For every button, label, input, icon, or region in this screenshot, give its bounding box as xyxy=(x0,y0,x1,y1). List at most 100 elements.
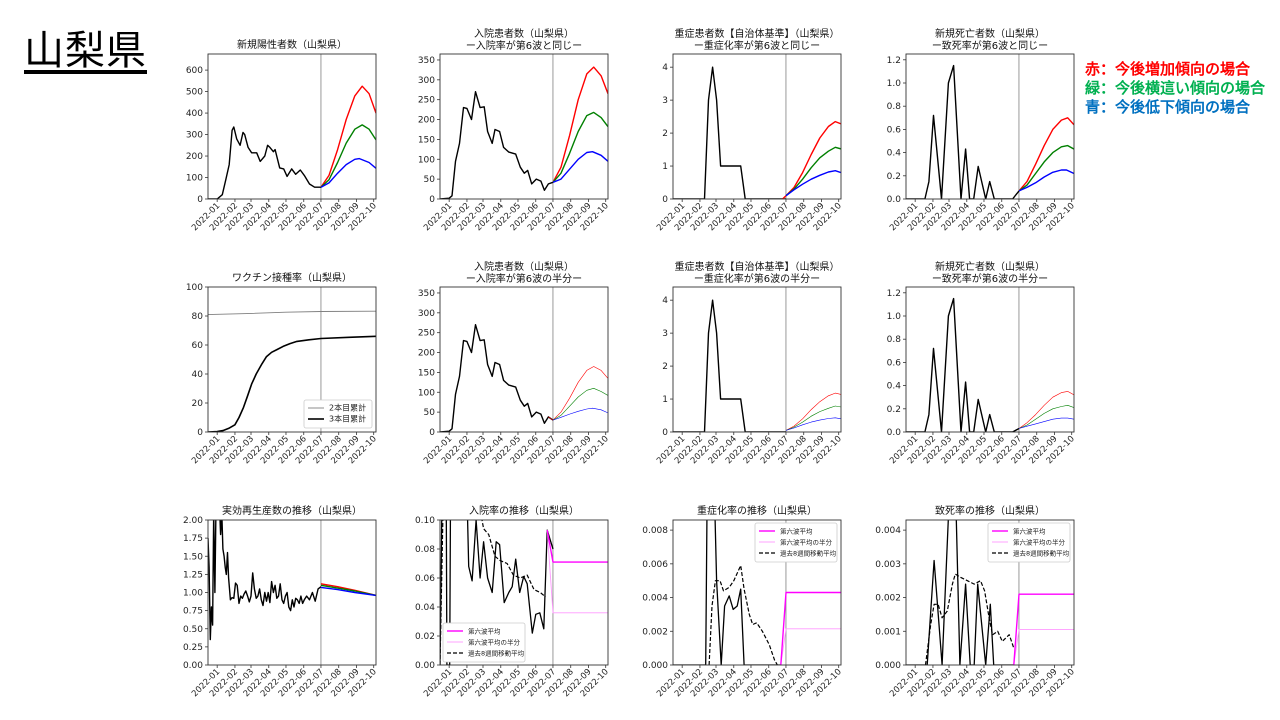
y-tick-label: 0.10 xyxy=(415,516,435,526)
chart-title: ー致死率が第6波と同じー xyxy=(932,39,1048,52)
y-tick-label: 0.0 xyxy=(887,428,902,438)
series-line-decrease xyxy=(320,586,376,597)
plot-frame xyxy=(905,519,1075,666)
y-tick-label: 0 xyxy=(197,428,203,438)
scenario-legend-green: 緑：今後横這い傾向の場合 xyxy=(1085,79,1266,97)
plot-frame xyxy=(672,286,842,433)
y-tick-label: 1.50 xyxy=(183,552,203,562)
chart-title: 重症患者数【自治体基準】（山梨県） xyxy=(675,27,840,40)
series-line-actual xyxy=(906,64,1020,199)
legend-label: 過去8週間移動平均 xyxy=(1013,549,1070,558)
page-title: 山梨県 xyxy=(24,28,147,74)
y-tick-label: 1.2 xyxy=(887,56,901,66)
y-tick-label: 0.002 xyxy=(875,594,901,604)
series-line-increase xyxy=(785,392,841,431)
y-tick-label: 0 xyxy=(662,428,668,438)
chart-title: 入院患者数（山梨県） xyxy=(474,27,574,40)
series-line-decrease xyxy=(785,417,841,431)
chart-title: 入院率の推移（山梨県） xyxy=(469,504,579,517)
series-line-flat xyxy=(320,124,376,188)
y-tick-label: 3 xyxy=(662,329,668,339)
y-tick-label: 0 xyxy=(429,195,435,205)
series-line-decrease xyxy=(552,150,608,183)
series-line-flat xyxy=(1018,404,1074,429)
y-tick-label: 20 xyxy=(192,399,204,409)
plot-frame xyxy=(905,286,1075,433)
series-line-過去8週間移動平均 xyxy=(708,564,778,665)
y-tick-label: 500 xyxy=(186,88,203,98)
series-line-actual xyxy=(906,297,1020,432)
chart-deaths-same: 新規死亡者数（山梨県）ー致死率が第6波と同じー 0.0 0.2 0.4 0.6 0.8 1.… xyxy=(887,27,1077,233)
y-tick-label: 0.2 xyxy=(887,172,901,182)
y-tick-label: 0.006 xyxy=(642,560,668,570)
series-line-actual xyxy=(906,520,1015,665)
series-line-actual xyxy=(440,90,554,199)
scenario-legend-red: 赤：今後増加傾向の場合 xyxy=(1085,60,1251,78)
series-line-3本目累計 xyxy=(208,335,376,432)
y-tick-label: 1.0 xyxy=(887,312,902,322)
y-tick-label: 1.25 xyxy=(183,570,203,580)
plot-frame xyxy=(905,53,1075,200)
y-tick-label: 100 xyxy=(418,388,435,398)
y-tick-label: 0.04 xyxy=(415,603,435,613)
chart-severe-rate: 重症化率の推移（山梨県）0.0000.0020.0040.0060.008202… xyxy=(642,504,844,699)
chart-title: ー致死率が第6波の半分ー xyxy=(932,272,1048,285)
y-tick-label: 4 xyxy=(662,296,668,306)
chart-rt: 実効再生産数の推移（山梨県） 0.00 0.25 0.50 0.75 1.00 1.25 1.… xyxy=(183,504,379,699)
series-line-過去8週間移動平均 xyxy=(924,573,1015,665)
series-line-decrease xyxy=(785,169,841,197)
chart-title: 入院患者数（山梨県） xyxy=(474,260,574,273)
series-group xyxy=(906,520,1074,665)
y-tick-label: 150 xyxy=(418,368,435,378)
chart-title: 重症患者数【自治体基準】（山梨県） xyxy=(675,260,840,273)
chart-death-rate: 致死率の推移（山梨県）0.0000.0010.0020.0030.0042022… xyxy=(875,504,1077,699)
y-tick-label: 250 xyxy=(418,96,435,106)
chart-severe-half: 重症患者数【自治体基準】（山梨県）ー重症化率が第6波の半分ー012342022-… xyxy=(655,260,844,466)
plot-frame xyxy=(439,286,609,433)
chart-title: 重症化率の推移（山梨県） xyxy=(697,504,817,517)
series-group xyxy=(440,324,608,432)
plot-frame xyxy=(207,519,377,666)
chart-title: 実効再生産数の推移（山梨県） xyxy=(222,504,362,517)
series-line-decrease xyxy=(1018,169,1074,192)
chart-severe-same: 重症患者数【自治体基準】（山梨県）ー重症化率が第6波と同じー012342022-… xyxy=(655,27,844,233)
series-line-actual xyxy=(440,520,554,665)
y-tick-label: 100 xyxy=(186,174,203,184)
y-tick-label: 50 xyxy=(424,408,436,418)
y-tick-label: 1.2 xyxy=(887,289,901,299)
y-tick-label: 0.001 xyxy=(875,627,901,637)
series-line-actual xyxy=(673,299,786,432)
series-line-increase xyxy=(548,366,608,421)
y-tick-label: 300 xyxy=(186,131,203,141)
series-line-flat xyxy=(785,405,841,431)
legend-label: 第六波平均の半分 xyxy=(1013,538,1066,547)
series-line-flat xyxy=(1018,144,1074,192)
series-line-flat xyxy=(320,584,376,597)
y-tick-label: 0.8 xyxy=(887,102,902,112)
y-tick-label: 100 xyxy=(186,283,203,293)
y-tick-label: 3 xyxy=(662,96,668,106)
y-tick-label: 0.008 xyxy=(642,526,668,536)
series-group xyxy=(208,85,376,199)
y-tick-label: 0.00 xyxy=(183,661,203,671)
legend-box xyxy=(442,622,526,663)
series-group xyxy=(673,66,841,199)
legend-box xyxy=(303,399,373,429)
legend-label: 2本目累計 xyxy=(329,403,366,413)
y-tick-label: 0.02 xyxy=(415,632,435,642)
series-line-decrease xyxy=(1018,417,1074,429)
chart-title: ー重症化率が第6波と同じー xyxy=(694,39,820,52)
y-tick-label: 0.004 xyxy=(875,526,901,536)
y-tick-label: 200 xyxy=(186,152,203,162)
chart-title: ー入院率が第6波の半分ー xyxy=(466,272,582,285)
y-tick-label: 50 xyxy=(424,175,436,185)
series-group xyxy=(673,299,841,432)
y-tick-label: 300 xyxy=(418,76,435,86)
y-tick-label: 0.25 xyxy=(183,643,203,653)
y-tick-label: 4 xyxy=(662,63,668,73)
series-line-第六波平均の半分 xyxy=(546,530,608,614)
y-tick-label: 0.000 xyxy=(875,661,901,671)
series-line-第六波平均 xyxy=(1013,593,1074,665)
y-tick-label: 1 xyxy=(662,395,668,405)
